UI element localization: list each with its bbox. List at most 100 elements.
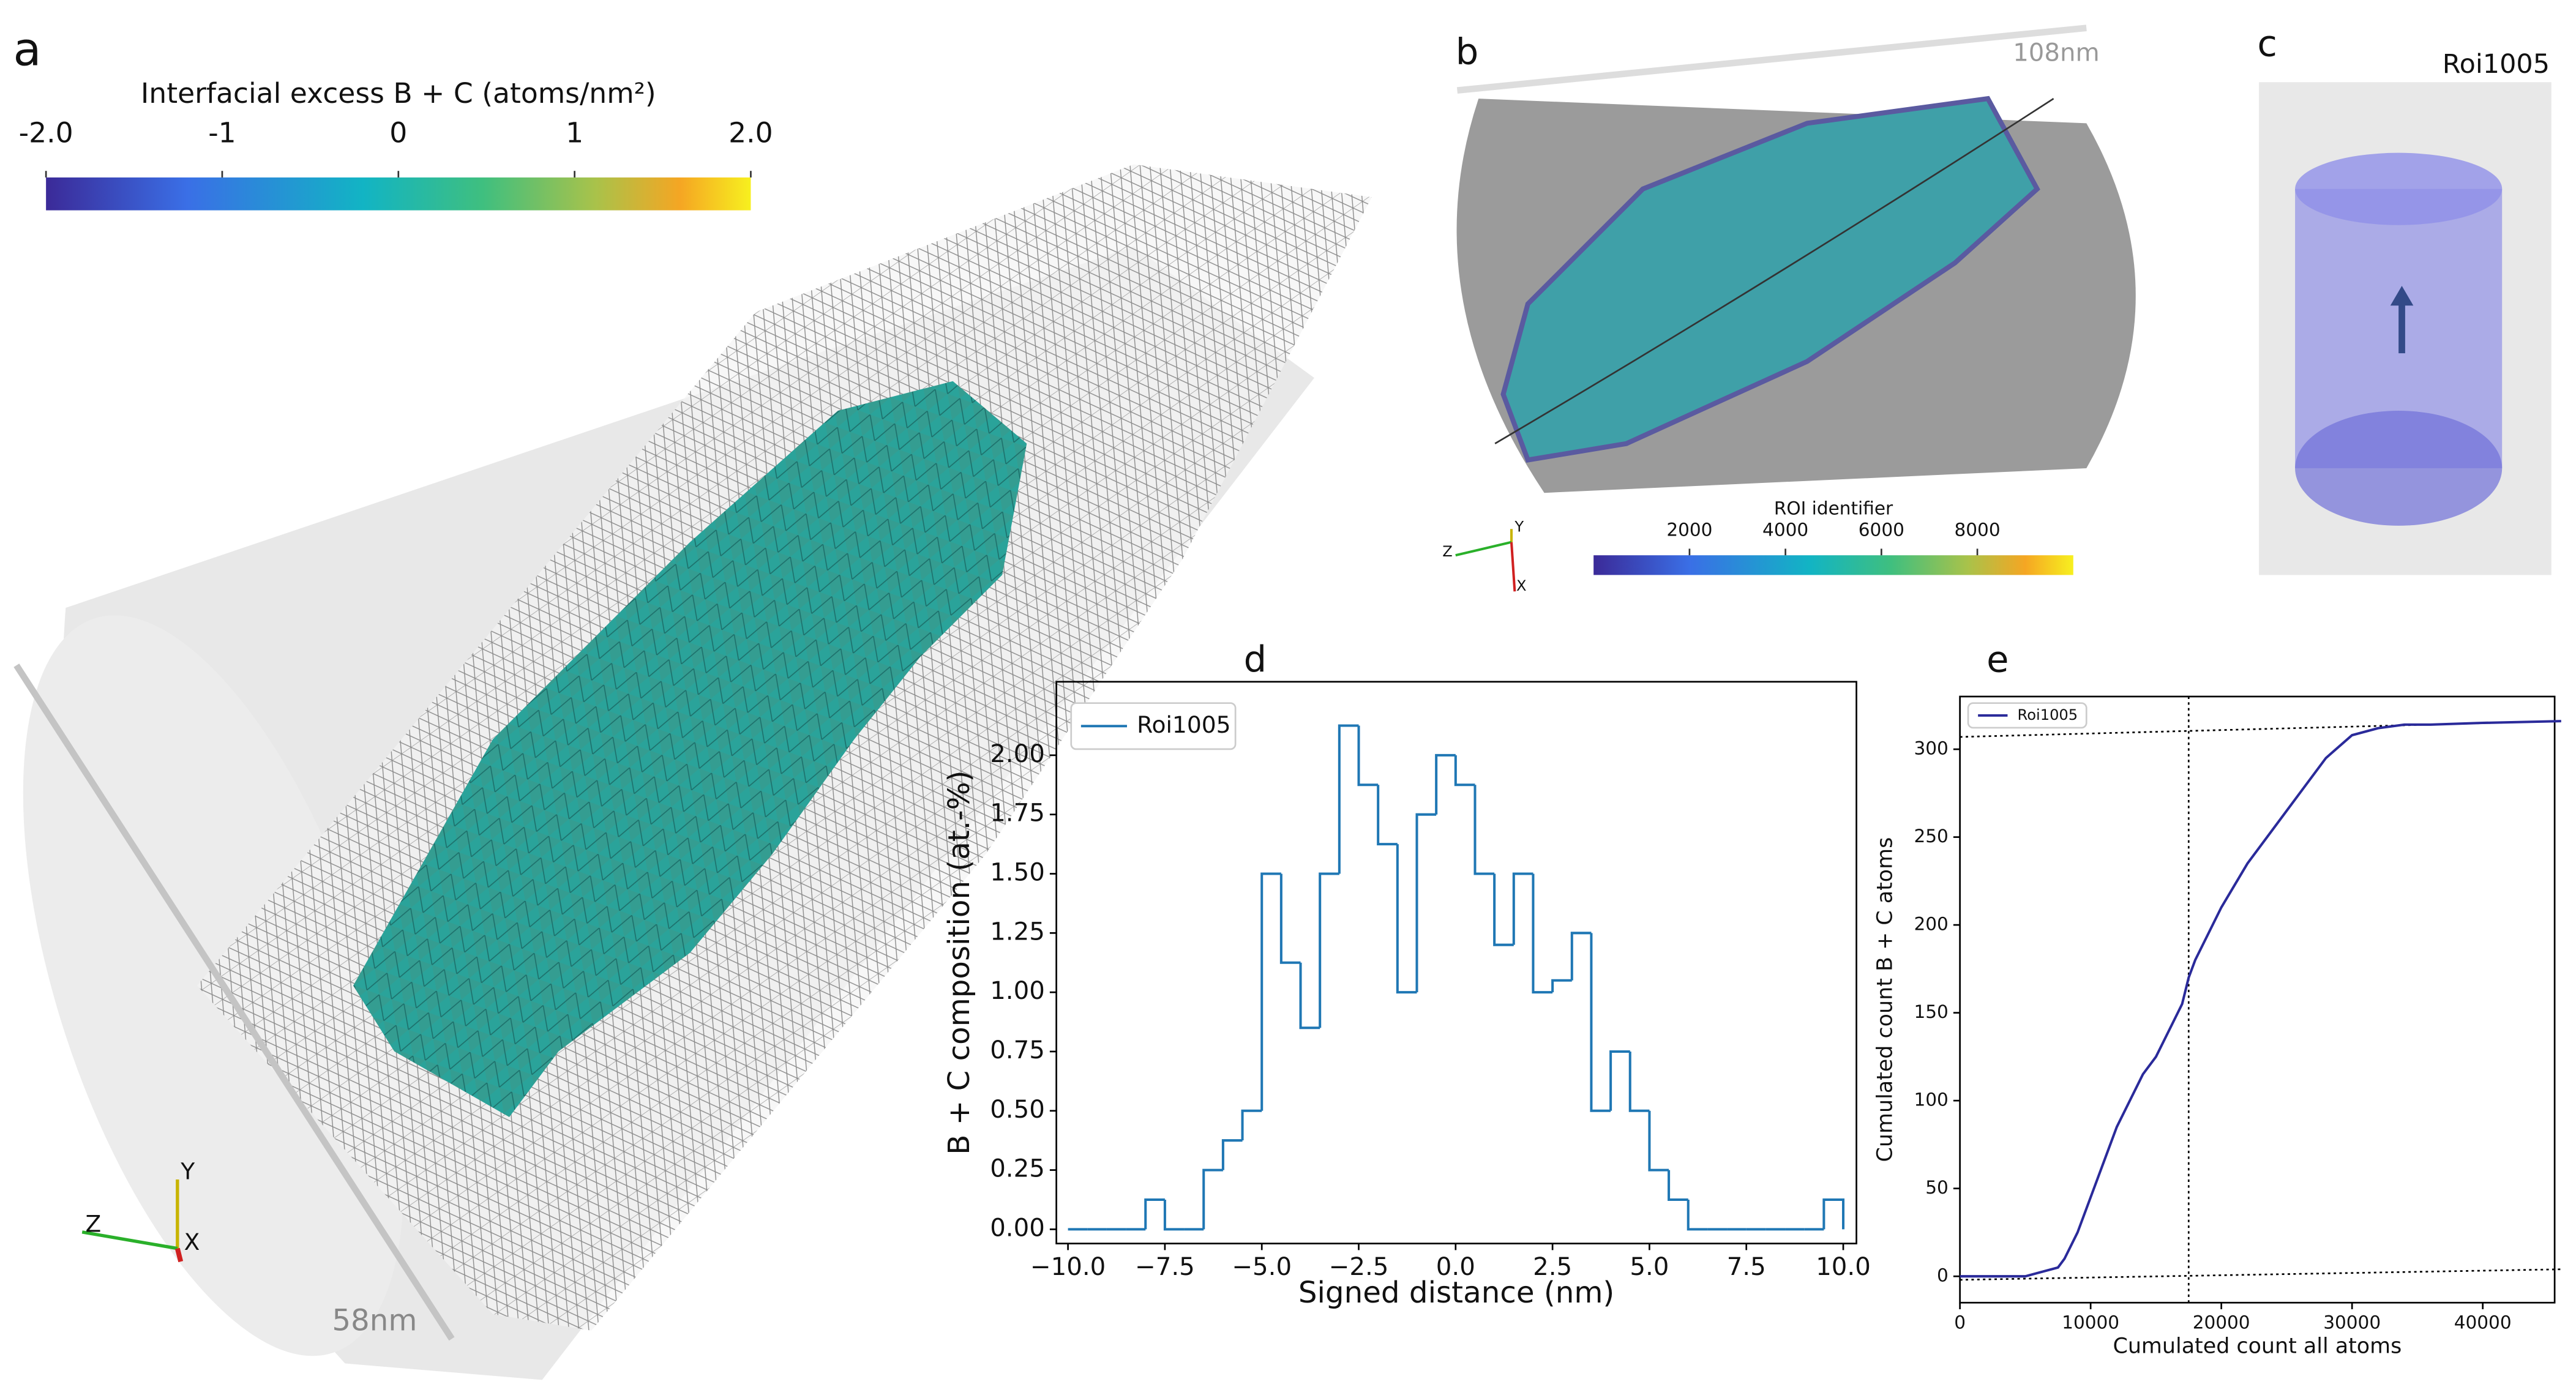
y-tick-label: 0 bbox=[1937, 1265, 1949, 1286]
histogram-step bbox=[1202, 1168, 1223, 1230]
histogram-step bbox=[1221, 1139, 1243, 1170]
panel-b-render bbox=[1455, 24, 2136, 592]
y-tick-label: 300 bbox=[1914, 738, 1948, 759]
colorbar-label: Interfacial excess B + C (atoms/nm²) bbox=[141, 77, 656, 110]
x-tick-label: 10000 bbox=[2062, 1312, 2119, 1333]
x-tick-label: 40000 bbox=[2454, 1312, 2512, 1333]
histogram-step bbox=[1551, 979, 1572, 993]
y-tick-label: 1.25 bbox=[990, 918, 1045, 946]
histogram-step bbox=[1144, 1198, 1165, 1230]
histogram-step bbox=[1299, 962, 1320, 1030]
colorbar-tick-label: 8000 bbox=[1955, 519, 2001, 540]
x-tick-label: −7.5 bbox=[1135, 1253, 1195, 1281]
histogram-step bbox=[1357, 725, 1379, 787]
x-tick-label: 7.5 bbox=[1727, 1253, 1766, 1281]
x-tick-label: 0 bbox=[1954, 1312, 1966, 1333]
colorbar-tick-label: -2.0 bbox=[19, 117, 73, 149]
y-tick-label: 0.00 bbox=[990, 1214, 1045, 1242]
scale-bar-label: 108nm bbox=[2013, 39, 2100, 67]
data-line bbox=[1960, 720, 2561, 1278]
panel-label: e bbox=[1986, 638, 2009, 681]
colorbar-tick-label: -1 bbox=[208, 117, 236, 149]
colorbar-tick-label: 2000 bbox=[1666, 519, 1712, 540]
triad-label: Y bbox=[1514, 518, 1524, 536]
y-tick-label: 1.00 bbox=[990, 977, 1045, 1005]
x-tick-label: 10.0 bbox=[1816, 1253, 1871, 1281]
y-tick-label: 1.50 bbox=[990, 859, 1045, 887]
roi-title: Roi1005 bbox=[2443, 49, 2550, 80]
histogram-step bbox=[1512, 872, 1533, 945]
legend-label: Roi1005 bbox=[1137, 711, 1230, 738]
legend-box bbox=[1967, 702, 2087, 729]
legend-label: Roi1005 bbox=[2018, 706, 2078, 723]
x-tick-label: −10.0 bbox=[1030, 1253, 1106, 1281]
panel-label: c bbox=[2257, 22, 2277, 64]
histogram-step bbox=[1532, 873, 1553, 994]
histogram-step bbox=[1260, 872, 1281, 1111]
colorbar-tick-label: 2.0 bbox=[728, 117, 773, 149]
y-tick-label: 100 bbox=[1914, 1090, 1948, 1110]
histogram-step bbox=[1570, 932, 1592, 981]
x-axis-label: Signed distance (nm) bbox=[1298, 1276, 1614, 1310]
x-tick-label: 2.5 bbox=[1533, 1253, 1572, 1281]
y-axis-label: B + C composition (at.-%) bbox=[942, 771, 976, 1155]
histogram-step bbox=[1435, 753, 1456, 815]
triad-label: Z bbox=[1442, 543, 1453, 560]
triad-label: X bbox=[1516, 577, 1527, 594]
colorbar bbox=[46, 177, 751, 211]
y-tick-label: 1.75 bbox=[990, 799, 1045, 828]
panel-label: b bbox=[1456, 31, 1478, 73]
y-tick-label: 0.50 bbox=[990, 1096, 1045, 1124]
triad-label: Y bbox=[180, 1158, 195, 1185]
histogram-step bbox=[1338, 724, 1359, 874]
x-axis-label: Cumulated count all atoms bbox=[2113, 1334, 2402, 1359]
triad-label: Z bbox=[86, 1211, 102, 1238]
colorbar-tick-label: 0 bbox=[389, 117, 407, 149]
histogram-step bbox=[1687, 1199, 1708, 1231]
reference-line bbox=[1960, 1268, 2561, 1281]
colorbar-label: ROI identifier bbox=[1774, 498, 1893, 519]
colorbar-tick-label: 1 bbox=[566, 117, 583, 149]
histogram-step bbox=[1668, 1170, 1688, 1202]
histogram-step bbox=[1628, 1051, 1650, 1112]
histogram-step bbox=[1279, 873, 1301, 964]
x-tick-label: 0.0 bbox=[1436, 1253, 1475, 1281]
histogram-step bbox=[1241, 1109, 1262, 1141]
colorbar bbox=[1593, 555, 2073, 575]
colorbar-tick-label: 4000 bbox=[1762, 519, 1808, 540]
histogram-step bbox=[1493, 873, 1514, 946]
histogram-step bbox=[1396, 844, 1417, 994]
x-tick-label: 20000 bbox=[2193, 1312, 2250, 1333]
y-axis-label: Cumulated count B + C atoms bbox=[1873, 837, 1897, 1162]
y-tick-label: 250 bbox=[1914, 826, 1948, 847]
y-tick-label: 0.75 bbox=[990, 1036, 1045, 1064]
panel-label: d bbox=[1244, 638, 1267, 681]
histogram-step bbox=[1473, 785, 1495, 875]
y-tick-label: 150 bbox=[1914, 1001, 1948, 1022]
x-tick-label: 5.0 bbox=[1630, 1253, 1669, 1281]
x-tick-label: −2.5 bbox=[1329, 1253, 1389, 1281]
colorbar-tick-label: 6000 bbox=[1859, 519, 1904, 540]
histogram-step bbox=[1590, 933, 1611, 1112]
static-texts: a b c d e 108nm 58nm Roi1005 X Y Z X Y Z bbox=[13, 22, 2550, 1337]
triad-label: X bbox=[184, 1228, 200, 1255]
y-tick-label: 200 bbox=[1914, 914, 1948, 935]
y-tick-label: 2.00 bbox=[990, 740, 1045, 768]
histogram-step bbox=[1377, 785, 1398, 846]
x-tick-label: −5.0 bbox=[1232, 1253, 1292, 1281]
panel-a-render bbox=[13, 164, 1372, 1380]
legend-box bbox=[1070, 702, 1237, 750]
histogram-step bbox=[1609, 1050, 1630, 1111]
y-tick-label: 0.25 bbox=[990, 1155, 1045, 1183]
plot-frame bbox=[1959, 695, 2556, 1304]
x-tick-label: 30000 bbox=[2323, 1312, 2381, 1333]
panel-label: a bbox=[13, 22, 41, 76]
histogram-step bbox=[1454, 755, 1475, 787]
histogram-step bbox=[1648, 1110, 1669, 1172]
histogram-step bbox=[1163, 1199, 1185, 1231]
panel-c-render bbox=[2259, 82, 2552, 575]
histogram-step bbox=[1415, 813, 1437, 993]
histogram-step bbox=[1319, 872, 1339, 1028]
